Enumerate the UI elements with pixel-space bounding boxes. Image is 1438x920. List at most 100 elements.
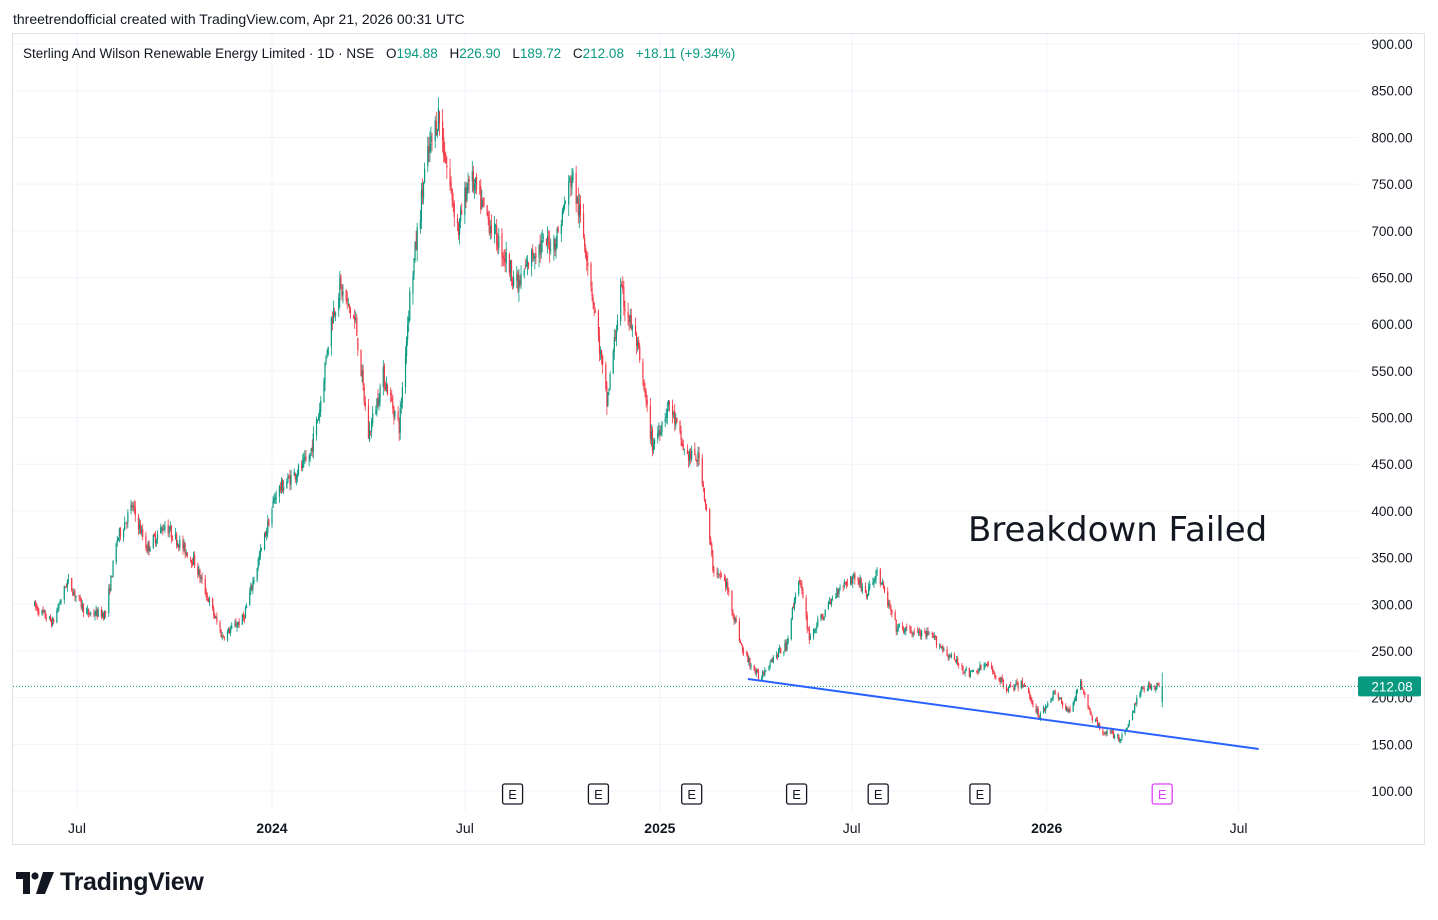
candle <box>119 527 122 541</box>
chart-frame[interactable] <box>12 33 1425 845</box>
candle <box>525 256 527 268</box>
earnings-marker[interactable]: E <box>501 783 524 805</box>
candle <box>482 197 484 208</box>
candle <box>940 643 942 648</box>
candle <box>1111 729 1114 734</box>
candle <box>860 577 862 592</box>
candle <box>872 577 874 586</box>
candle <box>1128 719 1130 727</box>
candle <box>717 568 719 579</box>
candle <box>890 604 892 616</box>
candle <box>794 592 797 604</box>
candle <box>1002 678 1004 689</box>
candle <box>953 652 956 661</box>
candle <box>471 161 473 193</box>
candle <box>615 325 618 347</box>
candle <box>446 155 448 179</box>
candle <box>155 538 158 547</box>
candle <box>208 596 211 607</box>
candle <box>901 622 904 631</box>
earnings-marker[interactable]: E <box>681 783 703 805</box>
candle <box>979 661 981 672</box>
candle <box>861 583 863 595</box>
earnings-label: E <box>874 787 883 802</box>
candle <box>638 336 640 350</box>
candle <box>215 615 217 619</box>
candle <box>823 616 825 621</box>
tradingview-brand[interactable]: TradingView <box>16 868 204 897</box>
candle <box>176 531 178 549</box>
candle <box>963 671 965 674</box>
candle <box>1082 686 1084 690</box>
candle <box>564 200 567 205</box>
candle <box>220 629 222 638</box>
candle <box>612 348 614 375</box>
candle <box>497 233 499 254</box>
candle <box>429 131 431 162</box>
earnings-marker[interactable]: E <box>587 783 610 805</box>
candle <box>354 309 356 329</box>
candle <box>75 595 77 602</box>
candle <box>812 628 815 640</box>
candle <box>665 408 667 424</box>
candle <box>503 249 505 267</box>
candle <box>330 316 332 356</box>
candle <box>649 398 651 445</box>
candle <box>994 671 996 680</box>
candle <box>227 627 230 634</box>
earnings-marker[interactable]: E <box>785 783 808 805</box>
candle <box>838 588 840 598</box>
candle <box>858 577 860 588</box>
candle <box>192 551 195 566</box>
candle <box>103 610 106 620</box>
candle <box>990 662 993 670</box>
open-label: O <box>385 46 397 61</box>
candle <box>1067 706 1069 713</box>
brand-name: TradingView <box>60 868 204 896</box>
candle <box>79 594 81 602</box>
candle <box>177 540 179 548</box>
high-label: H <box>449 46 460 61</box>
candle <box>133 499 135 514</box>
candle <box>790 617 792 641</box>
candle <box>968 667 970 678</box>
candle <box>753 664 755 672</box>
close-label: C <box>572 46 583 61</box>
candle <box>355 311 357 324</box>
candle <box>1076 688 1079 694</box>
candle <box>657 425 659 444</box>
candle <box>427 136 429 173</box>
candle <box>465 181 467 208</box>
candle <box>1135 702 1137 706</box>
candle <box>602 354 604 374</box>
price-tick-label: 100.00 <box>1371 784 1412 799</box>
candle <box>904 627 906 635</box>
candle <box>541 229 543 253</box>
candle-last <box>1161 672 1163 708</box>
earnings-marker[interactable]: E <box>969 783 991 805</box>
candle <box>409 287 411 322</box>
candle <box>169 521 171 532</box>
candle <box>1073 697 1075 706</box>
candle <box>561 207 563 227</box>
price-tick-label: 850.00 <box>1371 84 1412 99</box>
candle <box>183 539 185 552</box>
candle <box>517 270 519 293</box>
price-tick-label: 550.00 <box>1371 364 1412 379</box>
candle <box>691 445 693 463</box>
earnings-marker[interactable]: E <box>867 783 889 805</box>
candle <box>962 665 964 676</box>
candle <box>487 210 489 226</box>
candle <box>659 425 661 442</box>
candle <box>35 599 37 611</box>
candle <box>59 599 61 605</box>
candle <box>199 568 201 584</box>
candle <box>42 606 44 616</box>
earnings-marker[interactable]: E <box>1151 783 1173 805</box>
candle <box>635 331 638 355</box>
candle <box>90 611 92 617</box>
price-tick-label: 650.00 <box>1371 270 1412 285</box>
candle <box>457 221 460 240</box>
candle <box>983 662 985 671</box>
